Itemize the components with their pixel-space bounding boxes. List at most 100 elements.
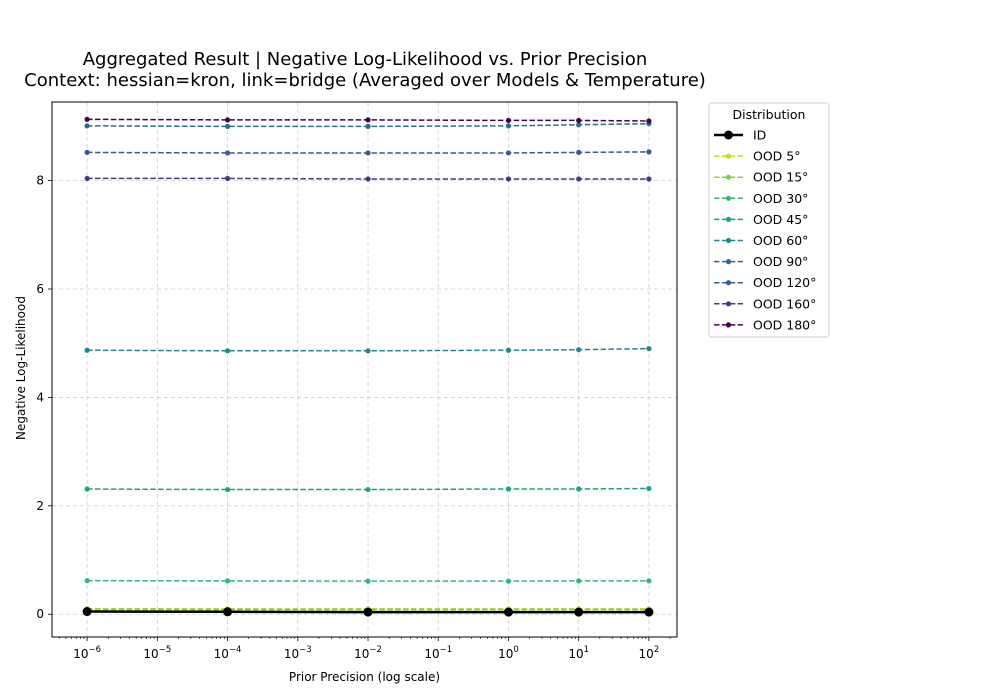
legend-item: OOD 5° — [714, 149, 800, 164]
x-tick-label: 10−5 — [143, 645, 171, 661]
series-line — [87, 151, 649, 154]
legend-item: ID — [714, 128, 766, 143]
x-tick-label: 10−2 — [354, 645, 382, 661]
legend-title: Distribution — [733, 107, 806, 122]
series-line — [87, 610, 649, 614]
legend-item: OOD 45° — [714, 212, 808, 227]
data-point — [223, 607, 233, 617]
legend-item: OOD 90° — [714, 254, 808, 269]
series-ood-120 — [84, 149, 652, 156]
legend-label: OOD 120° — [753, 275, 816, 290]
data-point — [576, 578, 582, 584]
legend-box — [708, 102, 830, 338]
legend-swatch-marker — [725, 216, 732, 222]
series-line — [87, 487, 649, 491]
legend: Distribution ID OOD 5° OOD 15° OOD 30° OOD 4… — [708, 102, 830, 338]
data-point — [365, 578, 371, 584]
plot-frame — [51, 101, 678, 638]
series-line — [87, 347, 649, 352]
data-point — [505, 578, 512, 584]
series-id — [82, 607, 654, 617]
legend-item: OOD 120° — [714, 275, 816, 290]
x-axis: 10−6 10−5 10−4 10−3 10−2 10−1 100 101 102 — [58, 637, 671, 661]
x-tick-label: 102 — [639, 645, 660, 661]
legend-label: OOD 15° — [753, 170, 808, 185]
data-point — [84, 123, 90, 129]
data-point — [224, 123, 231, 129]
series-ood-30 — [84, 578, 652, 584]
legend-label: OOD 160° — [753, 296, 816, 311]
legend-label: OOD 30° — [753, 191, 808, 206]
legend-swatch-marker — [725, 195, 732, 201]
legend-label: OOD 5° — [753, 149, 800, 164]
data-point — [576, 122, 582, 128]
data-point — [505, 117, 512, 124]
y-tick-label: 8 — [36, 174, 44, 188]
data-point — [576, 486, 582, 492]
data-point — [505, 176, 512, 182]
legend-label: ID — [753, 128, 766, 143]
data-point — [84, 175, 90, 182]
data-point — [82, 607, 92, 617]
y-axis-label: Negative Log-Likelihood — [14, 296, 28, 440]
series-ood-160 — [84, 175, 652, 182]
data-point — [84, 486, 90, 492]
y-tick-label: 0 — [36, 607, 44, 621]
y-axis: 0 2 4 6 8 — [36, 174, 52, 621]
data-point — [576, 176, 582, 182]
legend-swatch-marker — [725, 153, 732, 159]
x-tick-label: 101 — [568, 645, 589, 661]
legend-swatch-marker — [725, 174, 732, 180]
data-point — [84, 347, 90, 353]
legend-label: OOD 45° — [753, 212, 808, 227]
legend-item: OOD 160° — [714, 296, 816, 311]
legend-swatch-marker — [725, 259, 732, 265]
legend-item: OOD 15° — [714, 170, 808, 185]
data-point — [365, 123, 371, 129]
data-point — [503, 607, 513, 617]
legend-item: OOD 60° — [714, 233, 808, 248]
grid-lines — [52, 102, 677, 637]
data-point — [505, 150, 512, 156]
data-point — [646, 149, 652, 155]
series-group — [82, 116, 654, 617]
data-point — [365, 348, 371, 354]
legend-label: OOD 90° — [753, 254, 808, 269]
data-point — [224, 578, 231, 584]
x-tick-label: 10−6 — [73, 645, 101, 661]
data-point — [363, 607, 373, 617]
data-point — [365, 150, 371, 156]
legend-swatch-marker — [725, 301, 732, 307]
legend-swatch-marker — [725, 280, 732, 286]
data-point — [365, 117, 371, 123]
series-line — [87, 177, 649, 180]
data-point — [646, 485, 652, 492]
legend-swatch-marker — [724, 130, 733, 140]
data-point — [646, 118, 652, 124]
series-ood-45 — [84, 485, 652, 493]
x-tick-label: 10−4 — [214, 645, 242, 661]
x-tick-label: 100 — [498, 645, 519, 661]
data-point — [224, 486, 231, 493]
legend-swatch-marker — [725, 322, 732, 328]
x-axis-label: Prior Precision (log scale) — [289, 670, 440, 684]
data-point — [84, 116, 90, 122]
data-point — [84, 149, 90, 156]
data-point — [84, 578, 90, 584]
data-point — [224, 150, 231, 156]
legend-label: OOD 60° — [753, 233, 808, 248]
x-tick-label: 10−1 — [424, 645, 452, 661]
chart-title-line-1: Aggregated Result | Negative Log-Likelih… — [83, 49, 648, 70]
data-point — [576, 347, 582, 353]
data-point — [644, 607, 654, 617]
data-point — [224, 175, 231, 182]
legend-item: OOD 180° — [714, 317, 816, 332]
legend-item: OOD 30° — [714, 191, 808, 206]
data-point — [224, 117, 231, 123]
data-point — [505, 486, 512, 492]
data-point — [646, 346, 652, 352]
data-point — [574, 607, 584, 617]
chart-title-line-2: Context: hessian=kron, link=bridge (Aver… — [24, 70, 706, 91]
series-line — [87, 122, 649, 128]
